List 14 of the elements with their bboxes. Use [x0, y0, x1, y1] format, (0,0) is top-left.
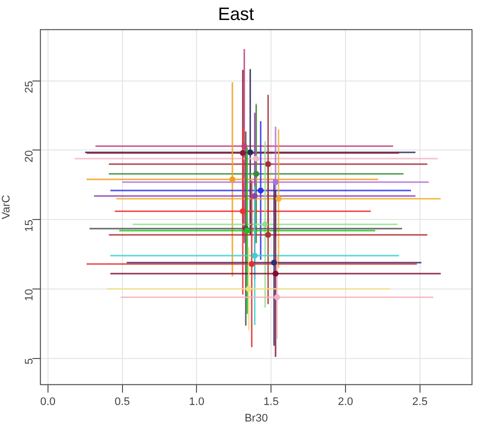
x-tick-label: 1.0 [189, 396, 204, 408]
x-tick-label: 0.5 [114, 396, 130, 408]
x-tick-label: 2.0 [338, 396, 354, 408]
x-tick-label: 0.0 [40, 396, 56, 408]
chart-title: East [218, 4, 254, 24]
x-tick-label: 1.5 [263, 396, 279, 408]
y-tick-label: 20 [23, 150, 36, 162]
y-axis-title: VarC [0, 194, 13, 220]
y-tick-label: 15 [23, 220, 36, 232]
y-tick-label: 25 [23, 80, 36, 94]
x-tick-label: 2.5 [412, 396, 428, 408]
x-axis-title: Br30 [244, 412, 268, 424]
y-tick-label: 10 [23, 288, 36, 302]
y-tick-label: 5 [23, 358, 36, 364]
